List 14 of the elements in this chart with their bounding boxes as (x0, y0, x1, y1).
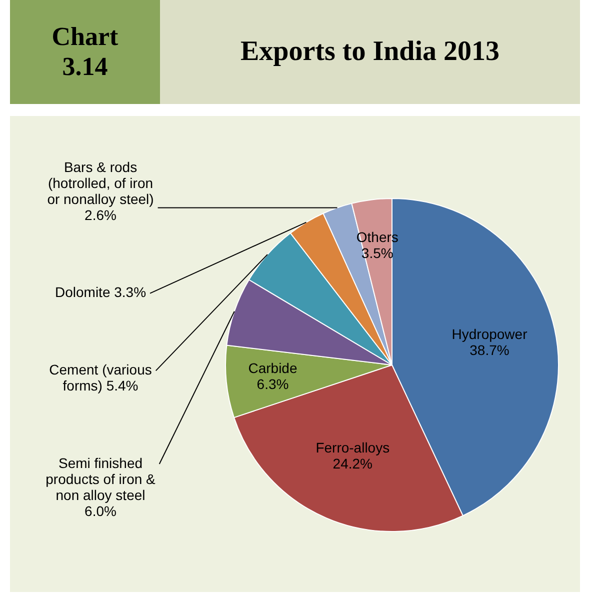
caption: Chart 3.14 (10, 0, 160, 104)
slice-label: Carbide (248, 360, 298, 376)
data-label: 24.2% (332, 456, 372, 472)
data-label: 38.7% (470, 342, 510, 358)
chart-title: Exports to India 2013 (239, 35, 501, 69)
data-label: 2.6% (84, 206, 116, 223)
slice-label: Bars & rods (hotrolled, of iron or nonalloy steel) (47, 158, 154, 207)
slice-label: Cement (various forms) 5.4% (49, 362, 152, 394)
slice-label: Dolomite 3.3% (54, 284, 146, 300)
slice-label: Semi finished products of iron & non alloy steel (46, 454, 156, 503)
data-label: 6.3% (256, 376, 289, 392)
slice-label: Ferro-alloys (316, 440, 390, 456)
slice-label: Hydropower (452, 326, 528, 342)
data-label: 6.0% (84, 502, 116, 519)
